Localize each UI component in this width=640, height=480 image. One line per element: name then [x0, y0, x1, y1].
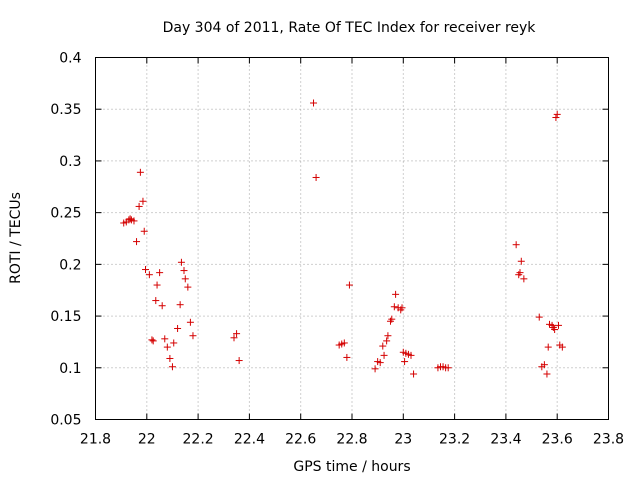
data-point: [553, 110, 561, 118]
data-point: [149, 337, 157, 345]
x-tick-label: 23.8: [593, 432, 624, 448]
x-tick-label: 22.2: [183, 432, 214, 448]
data-point: [152, 297, 160, 305]
y-tick-label: 0.25: [50, 206, 81, 222]
data-point: [168, 363, 176, 371]
data-point: [156, 269, 164, 277]
x-tick-label: 23.4: [490, 432, 521, 448]
data-point: [343, 353, 351, 361]
data-point: [126, 215, 134, 223]
data-point: [383, 337, 391, 345]
x-tick-label: 22.6: [285, 432, 316, 448]
data-point: [407, 351, 415, 359]
y-tick-labels: 0.05 0.1 0.15 0.2 0.25 0.3 0.35 0.4: [50, 51, 81, 429]
data-point: [233, 330, 241, 338]
data-point: [166, 354, 174, 362]
data-point: [520, 275, 528, 283]
data-point: [235, 357, 243, 365]
y-tick-label: 0.3: [59, 154, 81, 170]
data-point: [379, 342, 387, 350]
data-point: [392, 290, 400, 298]
data-point: [176, 301, 184, 309]
x-tick-label: 22.4: [234, 432, 265, 448]
x-tick-label: 23: [394, 432, 412, 448]
data-point: [535, 313, 543, 321]
data-point: [170, 339, 178, 347]
data-point: [540, 361, 548, 369]
data-point: [174, 324, 182, 332]
data-point: [142, 266, 150, 274]
data-point: [135, 202, 143, 210]
y-tick-label: 0.4: [59, 51, 81, 67]
x-tick-label: 21.8: [80, 432, 111, 448]
data-point: [551, 326, 559, 334]
data-point: [388, 315, 396, 323]
data-point: [517, 257, 525, 265]
data-points: [120, 99, 566, 378]
y-tick-label: 0.35: [50, 102, 81, 118]
chart-title: Day 304 of 2011, Rate Of TEC Index for r…: [163, 20, 537, 36]
plot-frame: [95, 57, 609, 420]
y-tick-label: 0.2: [59, 257, 81, 273]
data-point: [558, 343, 566, 351]
x-tick-label: 22.8: [336, 432, 367, 448]
x-tick-label: 22: [138, 432, 156, 448]
y-tick-label: 0.1: [59, 361, 81, 377]
data-point: [390, 303, 398, 311]
data-point: [312, 173, 320, 181]
x-tick-labels: 21.8 22 22.2 22.4 22.6 22.8 23 23.2 23.4 23.6 23.8: [80, 432, 624, 448]
data-point: [380, 351, 388, 359]
data-point: [158, 302, 166, 310]
data-point: [186, 318, 194, 326]
y-tick-label: 0.15: [50, 309, 81, 325]
x-tick-label: 23.6: [542, 432, 573, 448]
data-point: [371, 365, 379, 373]
data-point: [398, 304, 406, 312]
data-point: [410, 370, 418, 378]
y-tick-label: 0.05: [50, 413, 81, 429]
data-point: [543, 370, 551, 378]
data-point: [180, 267, 188, 275]
data-point: [340, 339, 348, 347]
data-point: [554, 321, 562, 329]
data-point: [140, 227, 148, 235]
data-point: [376, 359, 384, 367]
data-point: [184, 283, 192, 291]
data-point: [384, 332, 392, 340]
data-point: [177, 258, 185, 266]
data-point: [163, 343, 171, 351]
data-point: [544, 343, 552, 351]
data-point: [444, 364, 452, 372]
data-point: [516, 269, 524, 277]
data-point: [345, 281, 353, 289]
x-tick-label: 23.2: [439, 432, 470, 448]
y-axis-label: ROTI / TECUs: [8, 192, 24, 284]
data-point: [310, 99, 318, 107]
data-point: [512, 241, 520, 249]
data-point: [136, 168, 144, 176]
data-point: [130, 217, 138, 225]
data-point: [139, 197, 147, 205]
data-point: [161, 335, 169, 343]
x-axis-label: GPS time / hours: [293, 459, 410, 475]
data-point: [230, 334, 238, 342]
data-point: [133, 238, 141, 246]
data-point: [189, 332, 197, 340]
data-point: [401, 358, 409, 366]
data-point: [145, 271, 153, 279]
data-point: [148, 336, 156, 344]
data-point: [153, 281, 161, 289]
data-point: [552, 113, 560, 121]
data-point: [181, 275, 189, 283]
